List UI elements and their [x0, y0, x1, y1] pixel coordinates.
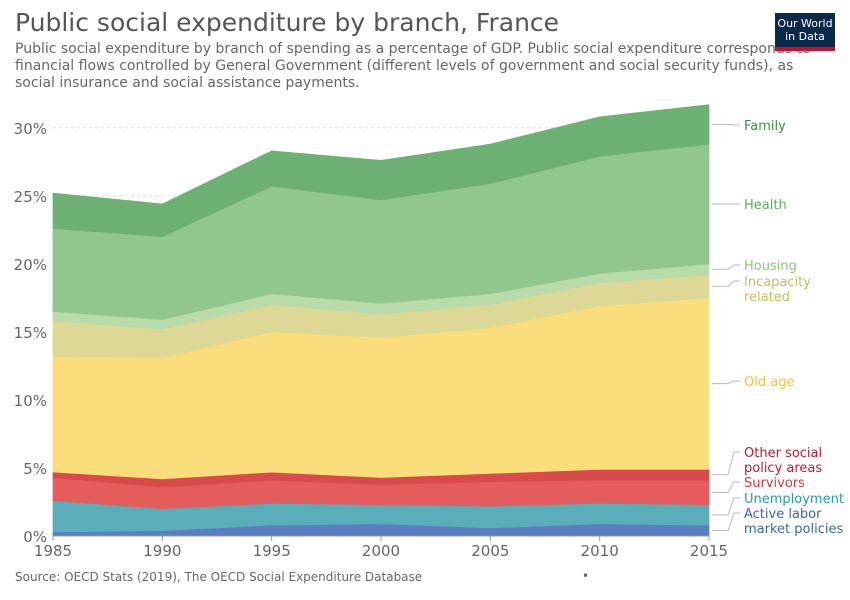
legend-label-old-age[interactable]: Old age: [744, 375, 794, 390]
axes: 0% 5% 10% 15% 20% 25% 30% 1985 1990 1995 2000 2005 2…: [14, 120, 728, 560]
source-note[interactable]: Source: OECD Stats (2019), The OECD Soci…: [15, 570, 423, 584]
legend-connector: [712, 451, 740, 476]
area-series-group: [52, 104, 710, 537]
legend-connector: [712, 380, 740, 385]
logo-line-1: Our World: [777, 17, 833, 30]
area-family[interactable]: [52, 104, 710, 238]
chart-title: Public social expenditure by branch, Fra…: [15, 8, 560, 37]
x-tick-label: 1995: [253, 542, 291, 560]
logo-line-2: in Data: [785, 30, 825, 43]
legend-label-unemployment[interactable]: Unemployment: [744, 492, 844, 507]
x-tick-label: 2015: [690, 542, 728, 560]
legend-connector: [712, 512, 740, 532]
y-tick-label: 0%: [23, 528, 47, 546]
x-tick-label: 2010: [581, 542, 619, 560]
legend-label-other-social-policy-areas[interactable]: Other social policy areas: [744, 446, 822, 476]
owid-logo[interactable]: Our World in Data: [775, 13, 835, 51]
legend-connector: [712, 264, 740, 270]
chart-subtitle: Public social expenditure by branch of s…: [15, 41, 811, 91]
x-tick-label: 2005: [471, 542, 509, 560]
y-tick-label: 5%: [23, 460, 47, 478]
legend-label-family[interactable]: Family: [744, 119, 786, 134]
y-tick-label: 30%: [14, 120, 47, 138]
legend-connector: [712, 123, 740, 126]
legend-connector: [712, 497, 740, 516]
y-tick-label: 10%: [14, 392, 47, 410]
x-tick-label: 1990: [143, 542, 181, 560]
footer-dot: •: [582, 569, 590, 583]
y-tick-label: 25%: [14, 188, 47, 206]
x-tick-label: 2000: [362, 542, 400, 560]
y-tick-label: 15%: [14, 324, 47, 342]
x-tick-label: 1985: [34, 542, 72, 560]
legend-label-survivors[interactable]: Survivors: [744, 476, 805, 491]
legend-label-incapacity-related[interactable]: Incapacity related: [744, 275, 811, 305]
legend-label-housing[interactable]: Housing: [744, 259, 797, 274]
legend-connector: [712, 280, 740, 287]
y-tick-label: 20%: [14, 256, 47, 274]
legend-label-active-labor-market-policies[interactable]: Active labor market policies: [744, 507, 843, 537]
legend-label-health[interactable]: Health: [744, 198, 787, 213]
legend-connector: [712, 481, 740, 493]
